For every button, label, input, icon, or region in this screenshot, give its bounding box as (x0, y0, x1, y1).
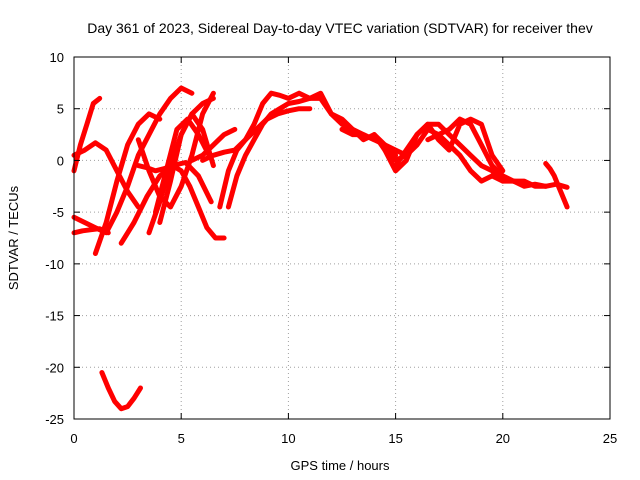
x-tick-label: 15 (388, 431, 402, 446)
y-tick-label: -25 (45, 412, 64, 427)
series-arc-23 (339, 126, 409, 158)
x-tick-label: 10 (281, 431, 295, 446)
series-arc-16 (200, 106, 313, 163)
x-tick-label: 25 (603, 431, 617, 446)
series-arc-10 (99, 370, 143, 412)
x-tick-label: 5 (178, 431, 185, 446)
series-arc-12 (153, 116, 212, 215)
series-arc-22 (543, 161, 570, 210)
series-arc-5 (92, 111, 163, 256)
series-arc-2 (71, 140, 141, 210)
x-tick-label: 20 (496, 431, 510, 446)
series-arc-3 (71, 85, 195, 236)
y-tick-label: -15 (45, 309, 64, 324)
y-tick-label: 0 (57, 153, 64, 168)
series-arc-8 (135, 90, 216, 210)
y-tick-label: -5 (52, 205, 64, 220)
y-tick-label: -10 (45, 257, 64, 272)
series-arc-13 (189, 126, 238, 163)
x-axis-label: GPS time / hours (291, 458, 390, 473)
ticks: 0 5 10 15 20 25 -25 -20 -15 -10 -5 0 5 10 (45, 50, 617, 446)
y-tick-label: 5 (57, 102, 64, 117)
series-arc-17 (371, 121, 506, 184)
series-layer (71, 85, 570, 412)
chart-title: Day 361 of 2023, Sidereal Day-to-day VTE… (87, 20, 593, 36)
y-tick-label: -20 (45, 360, 64, 375)
y-axis-label: SDTVAR / TECUs (6, 185, 21, 290)
series-arc-7 (135, 163, 227, 241)
x-tick-label: 0 (70, 431, 77, 446)
series-arc-11 (157, 111, 216, 225)
series-arc-19 (393, 116, 506, 174)
series-arc-15 (225, 90, 399, 210)
plot-frame (73, 56, 611, 420)
series-arc-20 (425, 116, 549, 189)
series-arc-21 (489, 173, 570, 190)
grid (74, 57, 610, 419)
y-tick-label: 10 (50, 50, 64, 65)
